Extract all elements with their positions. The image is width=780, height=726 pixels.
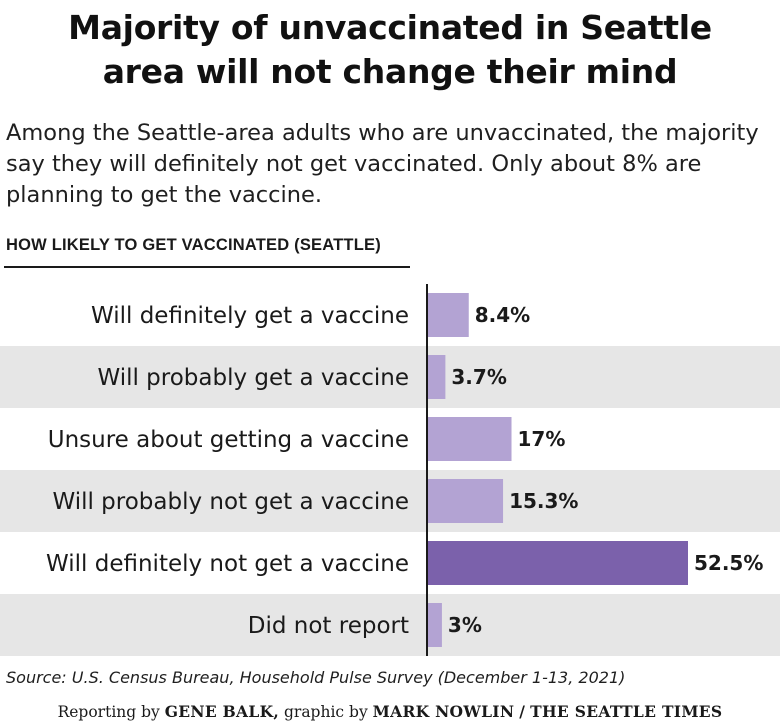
credit-designer: MARK NOWLIN — [372, 702, 515, 721]
credit-reporter: GENE BALK, — [164, 702, 280, 721]
row-band — [0, 470, 780, 532]
credit-prefix: Reporting by — [57, 703, 160, 721]
bar — [427, 417, 512, 461]
category-label: Will probably get a vaccine — [97, 365, 409, 391]
bar — [427, 603, 442, 647]
section-label: HOW LIKELY TO GET VACCINATED (SEATTLE) — [6, 236, 381, 254]
credit-middle: graphic by — [283, 703, 368, 721]
category-label: Unsure about getting a vaccine — [48, 427, 409, 453]
source-note: Source: U.S. Census Bureau, Household Pu… — [6, 668, 626, 687]
category-label: Will definitely not get a vaccine — [46, 551, 409, 577]
bar — [427, 293, 469, 337]
chart-subtitle: Among the Seattle-area adults who are un… — [6, 120, 759, 208]
value-label: 15.3% — [509, 489, 578, 513]
bar-chart: Will definitely get a vaccine 8.4% Will pr… — [0, 284, 780, 656]
chart-title: Majority of unvaccinated in Seattle area… — [0, 6, 780, 94]
value-label: 17% — [518, 427, 566, 451]
chart-title-line-2: area will not change their mind — [102, 52, 678, 91]
bar — [427, 479, 504, 523]
bar — [427, 541, 688, 585]
chart-title-line-1: Majority of unvaccinated in Seattle — [68, 8, 712, 47]
value-label: 8.4% — [475, 303, 530, 327]
credit-line: Reporting by GENE BALK, graphic by MARK … — [0, 702, 780, 721]
row-band — [0, 346, 780, 408]
bar — [427, 355, 446, 399]
value-label: 3% — [448, 613, 482, 637]
credit-outlet: THE SEATTLE TIMES — [530, 702, 723, 721]
category-label: Did not report — [248, 613, 409, 639]
value-label: 52.5% — [694, 551, 763, 575]
value-label: 3.7% — [451, 365, 506, 389]
row-band — [0, 594, 780, 656]
category-label: Will definitely get a vaccine — [91, 303, 409, 329]
section-rule — [4, 266, 410, 268]
category-label: Will probably not get a vaccine — [52, 489, 409, 515]
credit-separator: / — [519, 702, 526, 721]
